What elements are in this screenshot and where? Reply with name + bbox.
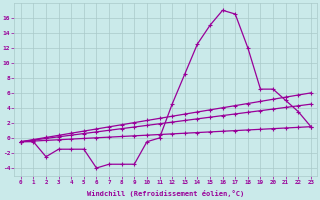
X-axis label: Windchill (Refroidissement éolien,°C): Windchill (Refroidissement éolien,°C) [87,190,244,197]
